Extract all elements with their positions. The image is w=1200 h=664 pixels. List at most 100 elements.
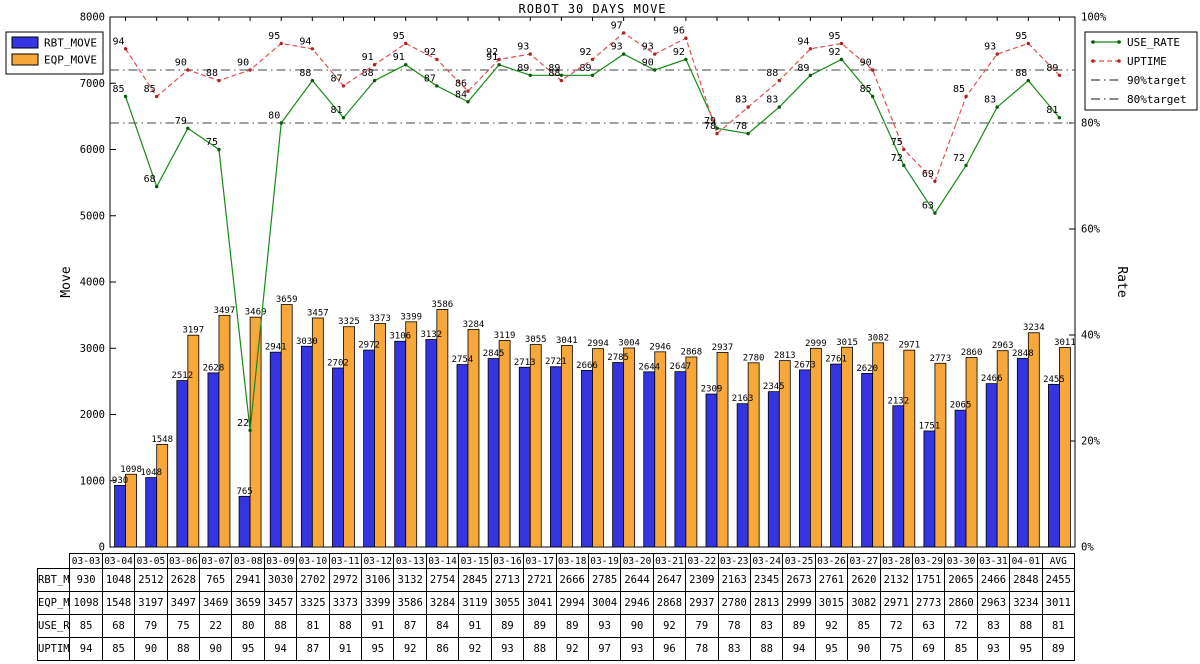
- point-value-label: 91: [362, 52, 374, 63]
- uptime-marker: [684, 36, 688, 40]
- use_rate-marker: [746, 131, 750, 136]
- table-cell: 95: [1009, 637, 1043, 661]
- table-cell: 2937: [685, 591, 719, 615]
- table-cell: 85: [847, 614, 881, 638]
- bar-eqp_move: [467, 329, 480, 548]
- table-cell: 79: [685, 614, 719, 638]
- table-col-header: 03-07: [199, 553, 233, 569]
- table-cell: 2713: [490, 568, 525, 592]
- point-value-label: 22: [237, 418, 249, 429]
- bar-eqp_move: [778, 360, 791, 548]
- uptime-marker: [154, 94, 159, 99]
- use_rate-marker: [902, 163, 906, 168]
- bar-value-label: 2937: [712, 343, 734, 353]
- point-value-label: 68: [144, 174, 156, 185]
- left-axis-tick-label: 2000: [80, 409, 105, 421]
- point-value-label: 79: [704, 116, 716, 127]
- use_rate-marker: [466, 100, 470, 104]
- table-cell: 88: [263, 614, 298, 638]
- bar-eqp_move: [280, 304, 293, 548]
- bar-value-label: 2941: [265, 343, 287, 353]
- table-cell: 2721: [523, 568, 557, 592]
- table-cell: 2512: [134, 568, 168, 592]
- use_rate-marker: [653, 68, 657, 72]
- table-cell: 2163: [717, 568, 751, 592]
- bar-rbt_move: [830, 363, 842, 548]
- table-cell: 2941: [231, 568, 265, 592]
- table-cell: 2860: [944, 591, 978, 615]
- point-value-label: 88: [1015, 68, 1027, 79]
- uptime-marker: [995, 52, 999, 56]
- table-row-label: UPTIME (%): [36, 637, 71, 661]
- point-value-label: 88: [362, 68, 374, 79]
- use_rate-marker: [684, 57, 688, 62]
- table-cell: 2647: [652, 568, 687, 592]
- table-cell: 2972: [328, 568, 363, 592]
- point-value-label: 90: [860, 58, 872, 69]
- table-cell: 88: [523, 637, 557, 661]
- bar-value-label: 3197: [182, 326, 204, 336]
- point-value-label: 85: [113, 84, 125, 95]
- table-cell: 2666: [555, 568, 589, 592]
- table-cell: 79: [134, 614, 168, 638]
- point-value-label: 89: [517, 63, 529, 74]
- point-value-label: 96: [673, 26, 685, 37]
- table-cell: 93: [620, 637, 654, 661]
- uptime-marker: [1057, 73, 1062, 78]
- table-col-header: 03-05: [134, 553, 168, 569]
- table-cell: 3469: [199, 591, 233, 615]
- point-value-label: 90: [237, 58, 249, 69]
- bar-rbt_move: [145, 477, 158, 548]
- right-axis-tick-label: 40%: [1081, 330, 1101, 342]
- table-cell: 91: [328, 637, 363, 661]
- legend-label: RBT_MOVE: [44, 37, 97, 50]
- uptime-marker: [404, 41, 408, 46]
- bar-rbt_move: [923, 430, 936, 548]
- point-value-label: 87: [424, 73, 436, 84]
- bar-eqp_move: [125, 473, 137, 548]
- bar-value-label: 3082: [867, 333, 889, 343]
- bar-eqp_move: [903, 349, 916, 548]
- bar-value-label: 2666: [576, 361, 598, 371]
- table-cell: 78: [717, 614, 751, 638]
- bar-rbt_move: [1048, 383, 1060, 548]
- table-cell: 81: [1041, 614, 1076, 638]
- bar-rbt_move: [207, 372, 220, 548]
- table-cell: 81: [296, 614, 330, 638]
- table-cell: 83: [976, 614, 1011, 638]
- bar-value-label: 765: [236, 487, 252, 497]
- right-axis-title: Rate: [1114, 266, 1129, 297]
- point-value-label: 92: [673, 47, 685, 58]
- uptime-marker: [902, 147, 906, 152]
- bar-eqp_move: [685, 356, 698, 548]
- uptime-marker: [372, 62, 377, 67]
- bar-value-label: 2761: [825, 355, 847, 365]
- bar-value-label: 2647: [670, 362, 692, 372]
- table-col-header: 03-29: [911, 553, 946, 569]
- table-cell: 2673: [782, 568, 816, 592]
- uptime-marker: [123, 47, 128, 51]
- table-col-header: 03-12: [361, 553, 395, 569]
- bar-value-label: 3030: [296, 337, 318, 347]
- uptime-marker: [964, 94, 968, 99]
- legend-marker: [1117, 59, 1121, 63]
- table-cell: 2946: [620, 591, 654, 615]
- point-value-label: 95: [829, 31, 841, 42]
- table-cell: 63: [911, 614, 946, 638]
- bar-eqp_move: [560, 345, 573, 548]
- use_rate-marker: [186, 126, 190, 130]
- table-cell: 95: [361, 637, 395, 661]
- use_rate-marker: [1026, 78, 1031, 83]
- table-cell: 84: [425, 614, 460, 638]
- table-cell: 92: [652, 614, 687, 638]
- table-cell: 85: [101, 637, 136, 661]
- bar-value-label: 2721: [545, 357, 567, 367]
- uptime-marker: [621, 31, 626, 35]
- table-cell: 78: [685, 637, 719, 661]
- point-value-label: 79: [175, 116, 187, 127]
- table-col-header: 03-09: [263, 553, 298, 569]
- bar-eqp_move: [343, 326, 355, 548]
- bar-value-label: 2466: [981, 374, 1003, 384]
- table-cell: 68: [101, 614, 136, 638]
